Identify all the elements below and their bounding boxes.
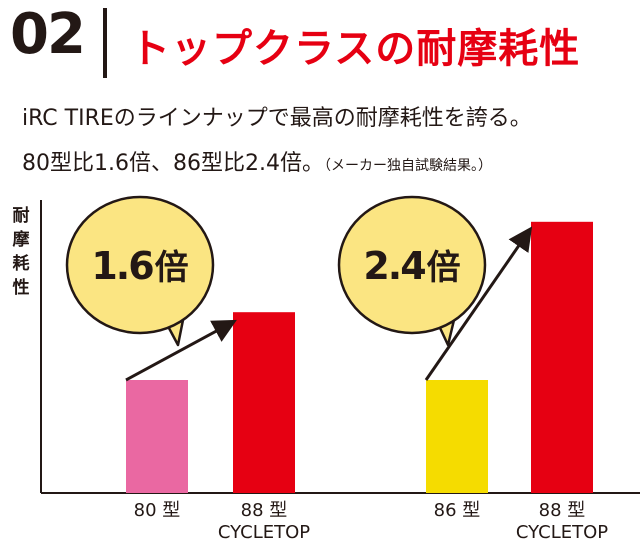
description-note: （メーカー独自試験結果。） <box>323 158 492 174</box>
arrows-layer <box>125 226 533 382</box>
callout-bubble-0: 1.6倍 <box>65 195 215 347</box>
bar-3 <box>531 221 593 494</box>
header-divider <box>103 8 107 78</box>
section-title: トップクラスの耐摩耗性 <box>130 26 581 72</box>
growth-arrow-1 <box>424 226 533 381</box>
x-tick-label-1: 88 型 CYCLETOP <box>217 500 311 543</box>
section-header: 02 トップクラスの耐摩耗性 <box>0 0 640 90</box>
description-main: 80型比1.6倍、86型比2.4倍。 <box>22 151 324 176</box>
section-number: 02 <box>10 2 86 67</box>
x-tick-label-0: 80 型 <box>133 500 181 521</box>
growth-arrow-0 <box>125 319 237 382</box>
bars-layer <box>126 221 593 494</box>
callouts-layer: 1.6倍 2.4倍 <box>65 195 487 347</box>
callout-label-1: 2.4倍 <box>363 244 460 288</box>
bar-1 <box>233 312 295 493</box>
callout-bubble-1: 2.4倍 <box>337 195 487 347</box>
description-line-1: iRC TIREのラインナップで最高の耐摩耗性を誇る。 <box>22 106 532 131</box>
bar-0 <box>126 380 188 493</box>
x-tick-label-3: 88 型 CYCLETOP <box>515 500 609 543</box>
callout-label-0: 1.6倍 <box>91 244 188 288</box>
y-axis-label: 耐摩耗性 <box>12 206 30 298</box>
description-line-2: 80型比1.6倍、86型比2.4倍。（メーカー独自試験結果。） <box>22 145 492 177</box>
bar-2 <box>426 380 488 493</box>
x-tick-label-2: 86 型 <box>433 500 481 521</box>
